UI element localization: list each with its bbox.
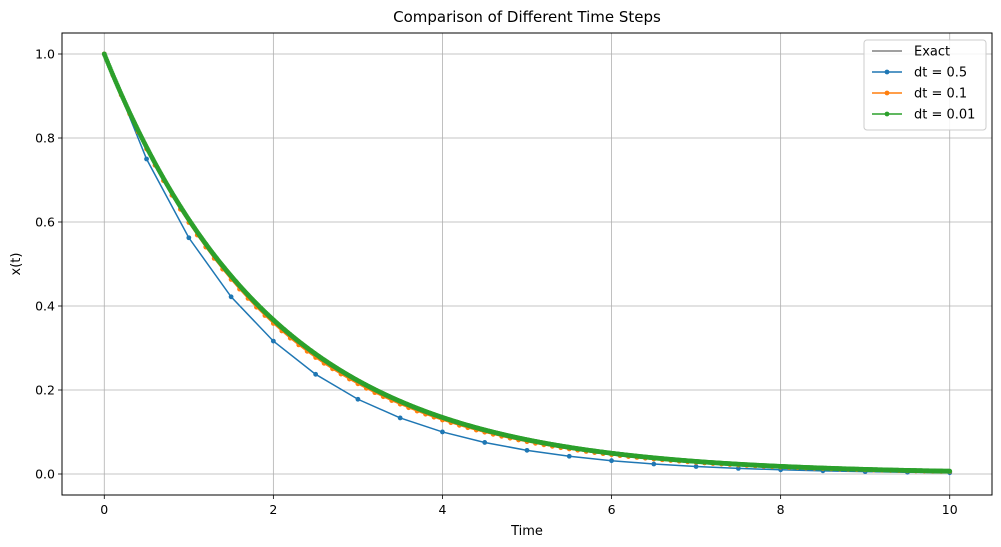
data-point	[144, 156, 149, 162]
x-tick-label: 2	[269, 502, 277, 517]
x-tick-label: 6	[608, 502, 616, 517]
legend-box	[863, 39, 987, 131]
y-tick-label: 0.0	[35, 467, 55, 482]
data-point	[228, 294, 234, 300]
x-tick-label: 10	[942, 502, 958, 517]
data-point	[735, 465, 741, 471]
data-point	[270, 338, 276, 344]
data-point	[947, 468, 953, 474]
data-point	[482, 440, 488, 445]
y-axis-label: x(t)	[9, 253, 24, 276]
x-axis: 0 2 4 6 8 10	[100, 495, 958, 517]
y-tick-label: 0.2	[35, 383, 55, 398]
plot-frame	[61, 32, 993, 496]
series-layer	[101, 51, 953, 476]
y-tick-label: 0.6	[35, 215, 55, 230]
y-tick-label: 1.0	[35, 47, 55, 62]
x-tick-label: 0	[100, 502, 108, 517]
legend-marker	[884, 111, 890, 117]
legend: Exact dt = 0.5 dt = 0.1 dt = 0.01	[863, 39, 987, 131]
data-point	[651, 461, 657, 467]
data-point	[609, 458, 614, 464]
legend-label: Exact	[914, 45, 950, 60]
data-point	[186, 235, 192, 241]
series-dt-0-01	[101, 51, 953, 474]
data-point	[355, 396, 361, 402]
data-point	[313, 371, 319, 377]
legend-label: dt = 0.01	[914, 108, 975, 123]
y-axis: 0.0 0.2 0.4 0.6 0.8 1.0	[35, 47, 62, 482]
legend-label: dt = 0.5	[914, 66, 967, 81]
data-point	[566, 453, 572, 459]
data-point	[397, 415, 403, 421]
y-tick-label: 0.8	[35, 131, 55, 146]
x-tick-label: 4	[438, 502, 446, 517]
x-axis-label: Time	[510, 524, 543, 539]
legend-label: dt = 0.1	[914, 87, 967, 102]
x-tick-label: 8	[777, 502, 785, 517]
data-point	[693, 464, 699, 469]
y-tick-label: 0.4	[35, 299, 55, 314]
data-point	[524, 447, 530, 453]
data-point	[440, 429, 445, 435]
legend-marker	[884, 90, 890, 96]
legend-marker	[884, 69, 890, 75]
chart-title: Comparison of Different Time Steps	[393, 8, 661, 26]
